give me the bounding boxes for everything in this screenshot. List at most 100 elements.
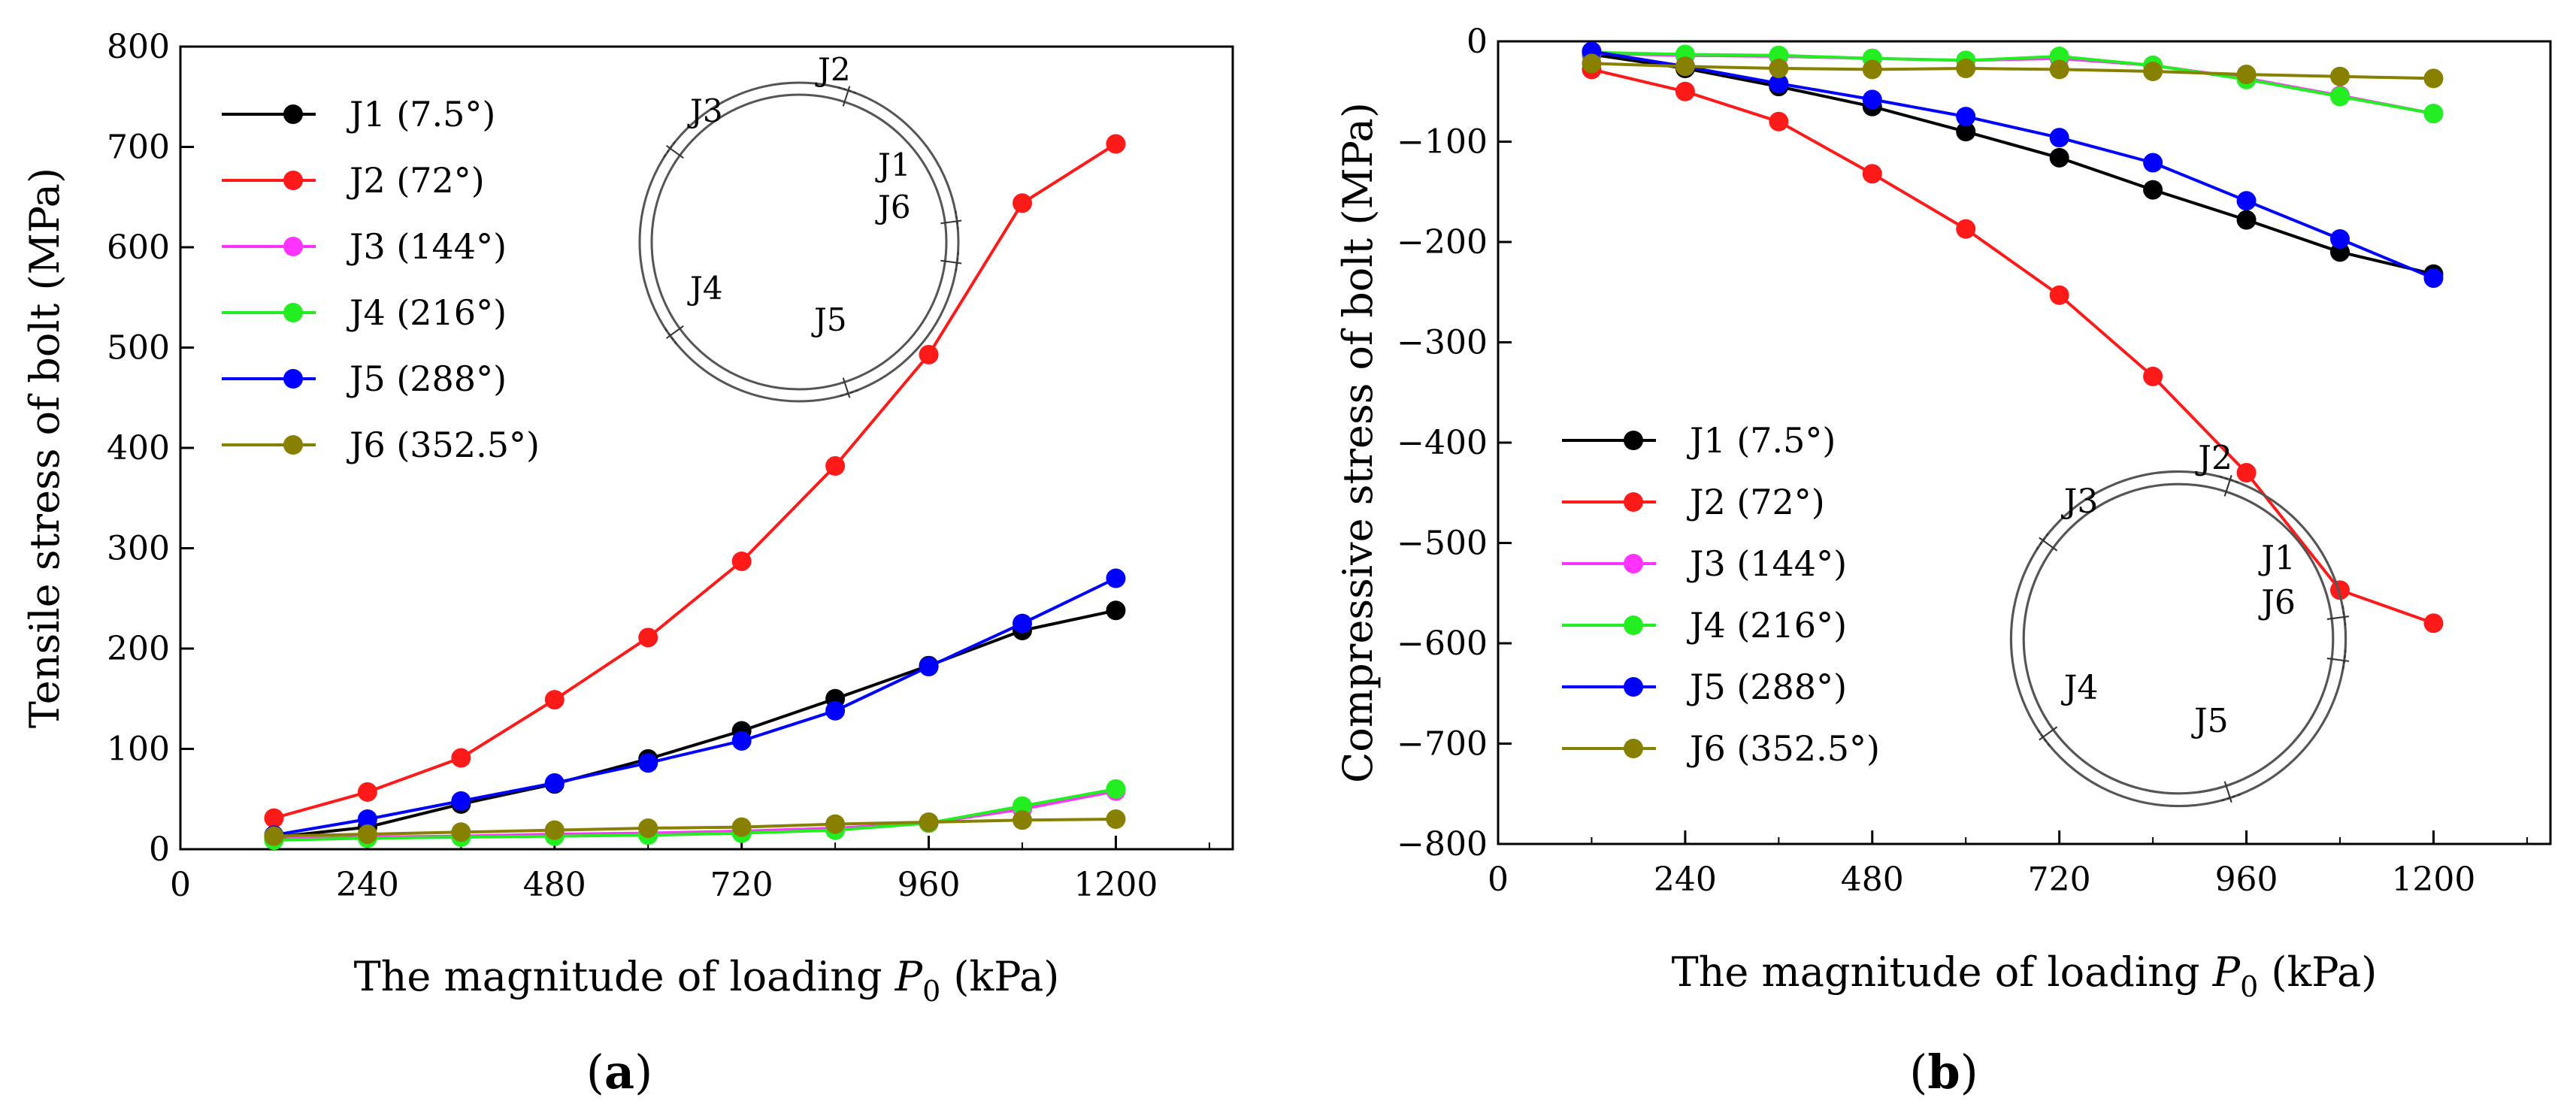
x-tick-label: 480: [1841, 860, 1904, 899]
data-point-5: [825, 700, 846, 721]
data-point-4: [2423, 104, 2444, 124]
joint-mark: [2326, 657, 2350, 662]
y-tick-label: 500: [107, 329, 170, 367]
data-point-5: [1013, 613, 1032, 634]
y-tick-label: −500: [1397, 525, 1488, 563]
y-tick-label: 800: [107, 28, 170, 66]
x-tick-label: 960: [2215, 860, 2278, 899]
data-point-2: [264, 808, 284, 828]
data-point-5: [2423, 268, 2444, 289]
y-tick-label: 600: [107, 228, 170, 267]
joint-mark: [940, 219, 962, 225]
y-tick-label: 0: [149, 830, 170, 869]
data-point-2: [2236, 463, 2257, 483]
data-point-6: [731, 817, 752, 837]
x-tick-label: 480: [523, 866, 586, 904]
y-tick-label: −200: [1397, 223, 1488, 262]
joint-mark: [666, 145, 684, 159]
legend-a: J1 (7.5°) J2 (72°) J3 (144°) J4 (216°) J5 (2…: [222, 94, 540, 465]
y-tick-label: −700: [1397, 725, 1488, 764]
data-point-6: [1582, 53, 1602, 74]
x-ticks-b: 0 240 480 720 960 1200: [1488, 830, 2528, 899]
data-point-2: [544, 690, 565, 710]
data-point-2: [2330, 580, 2350, 600]
joint-bolt: [955, 210, 960, 232]
data-point-6: [1675, 56, 1695, 77]
legend-marker-6: [1624, 739, 1643, 758]
data-point-2: [357, 782, 377, 802]
ring-label-j4: J4: [687, 270, 723, 307]
legend-label-3: J3 (144°): [1687, 543, 1847, 584]
data-point-1: [2049, 147, 2069, 168]
legend-label-2: J2 (72°): [347, 160, 485, 201]
data-point-2: [2049, 285, 2069, 305]
data-point-2: [1675, 81, 1695, 101]
data-point-6: [1106, 809, 1126, 829]
plot-frame-b: [1497, 40, 2552, 845]
ring-outer: [2009, 470, 2347, 808]
data-point-6: [2330, 66, 2350, 86]
data-point-6: [264, 826, 284, 846]
legend-label-6: J6 (352.5°): [1687, 728, 1880, 769]
joint-mark: [842, 86, 851, 107]
panel-b: 0 −100 −200 −300 −400 −500 −600 −700 −800 0 240 48…: [1334, 23, 2552, 1099]
joint-bolt: [2036, 531, 2051, 550]
y-ticks-a: 0 100 200 300 400 500 600 700 800: [107, 28, 194, 869]
x-tick-label: 0: [170, 866, 191, 904]
data-point-2: [2143, 366, 2163, 386]
panel-a: 0 100 200 300 400 500 600 700 800 0 240 480 720 960 1…: [21, 28, 1234, 1099]
data-point-6: [357, 824, 377, 844]
ring-label-j3: J3: [2061, 482, 2099, 521]
ring-label-j2: J2: [815, 51, 851, 88]
y-axis-title-a: Tensile stress of bolt (MPa): [21, 168, 68, 728]
data-point-6: [919, 812, 939, 832]
joint-bolt: [663, 139, 677, 158]
ring-label-j5: J5: [811, 301, 847, 338]
series-line-5: [1591, 50, 2435, 280]
x-axis-title-b: The magnitude of loading P0 (kPa): [1672, 948, 2378, 1003]
data-point-4: [1106, 779, 1126, 799]
ring-label-j2: J2: [2195, 439, 2232, 477]
data-point-5: [2236, 191, 2257, 211]
y-tick-label: −300: [1397, 324, 1488, 362]
data-point-5: [1862, 89, 1882, 110]
plot-frame-a: [179, 45, 1234, 851]
series-line-6: [1591, 62, 2434, 80]
data-point-5: [2143, 153, 2163, 173]
data-point-5: [2049, 128, 2069, 148]
legend-marker-3: [1624, 554, 1643, 573]
data-point-2: [1013, 193, 1032, 213]
y-ticks-b: 0 −100 −200 −300 −400 −500 −600 −700 −800: [1397, 23, 1512, 863]
series-line-4: [1591, 50, 2434, 116]
legend-marker-4: [1624, 615, 1643, 635]
data-point-5: [357, 809, 377, 829]
data-point-2: [1769, 111, 1789, 132]
joint-mark: [2326, 615, 2350, 621]
x-tick-label: 1200: [2391, 860, 2475, 899]
x-tick-label: 240: [1654, 860, 1717, 899]
data-point-6: [1769, 59, 1789, 79]
data-point-6: [1013, 810, 1032, 830]
ring-label-j3: J3: [687, 92, 723, 129]
series-line-5: [274, 576, 1117, 837]
data-point-5: [731, 730, 752, 751]
legend-label-5: J5 (288°): [1687, 667, 1847, 707]
ring-label-j5: J5: [2191, 702, 2229, 740]
data-point-6: [2423, 68, 2444, 89]
y-tick-label: −100: [1397, 123, 1488, 162]
data-point-2: [919, 344, 939, 364]
data-point-5: [1769, 74, 1789, 94]
ring-label-j1: J1: [2258, 540, 2296, 578]
ring-diagram-a: J2 J3 J1 J6 J4 J5: [638, 51, 962, 403]
joint-mark: [666, 325, 684, 339]
x-tick-label: 720: [2028, 860, 2091, 899]
legend-label-4: J4 (216°): [347, 292, 507, 333]
legend-marker-6: [283, 435, 303, 455]
data-point-6: [2143, 62, 2163, 82]
panel-label-a: (a): [586, 1045, 653, 1099]
data-point-1: [2143, 180, 2163, 200]
y-tick-label: 200: [107, 630, 170, 668]
x-ticks-a: 0 240 480 720 960 1200: [170, 836, 1210, 904]
legend-marker-5: [283, 369, 303, 389]
